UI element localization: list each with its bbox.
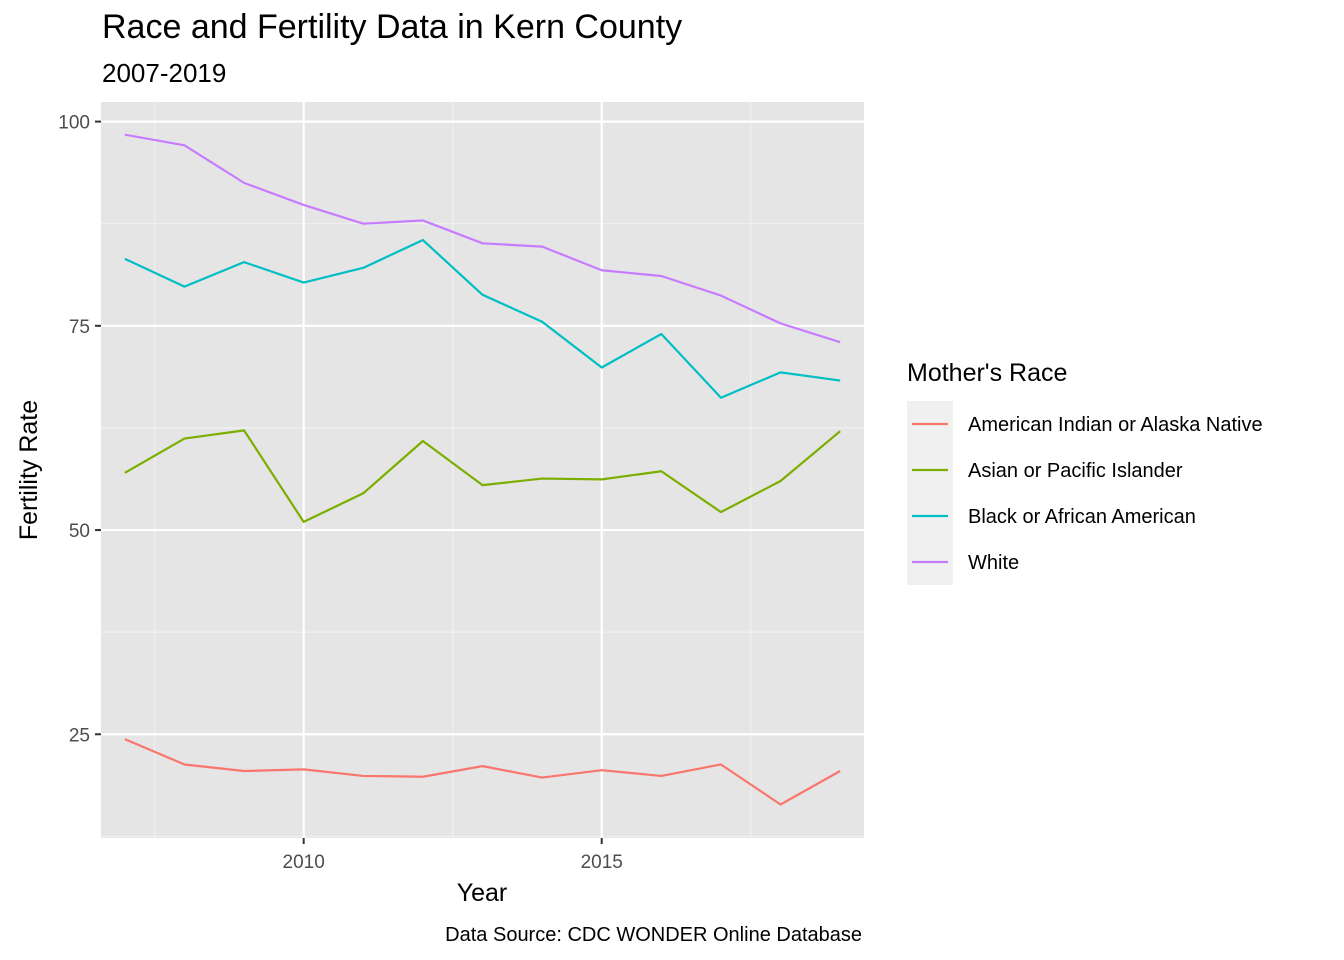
legend-label: Asian or Pacific Islander: [968, 460, 1183, 482]
series-line-asian-or-pacific-islander: [124, 429, 841, 523]
plot-panel: [101, 102, 864, 838]
legend-label: White: [968, 552, 1019, 574]
series-line-white: [124, 133, 841, 344]
series-lines: [124, 133, 841, 806]
x-axis: 2010 2015: [283, 838, 623, 873]
y-axis: 25 50 75 100: [58, 113, 101, 746]
legend-items: American Indian or Alaska Native Asian or…: [912, 414, 1263, 574]
major-gridlines: [101, 102, 864, 838]
legend-title: Mother's Race: [907, 359, 1067, 387]
y-tick-label: 100: [58, 113, 90, 134]
x-tick-label: 2015: [581, 852, 623, 873]
y-tick-label: 75: [69, 317, 90, 338]
legend: Mother's Race American Indian or Alaska …: [907, 359, 1263, 585]
series-line-black-or-african-american: [124, 238, 841, 399]
x-axis-title: Year: [457, 879, 508, 907]
chart-subtitle: 2007-2019: [102, 58, 227, 88]
legend-label: American Indian or Alaska Native: [968, 414, 1263, 436]
legend-key-background: [907, 401, 953, 585]
x-tick-label: 2010: [283, 852, 325, 873]
legend-label: Black or African American: [968, 506, 1196, 528]
chart-caption: Data Source: CDC WONDER Online Database: [445, 924, 862, 946]
y-axis-title: Fertility Rate: [15, 400, 43, 540]
y-tick-label: 25: [69, 725, 90, 746]
series-line-american-indian-or-alaska-native: [124, 738, 841, 806]
y-tick-label: 50: [69, 521, 90, 542]
minor-gridlines: [101, 102, 864, 838]
chart-title: Race and Fertility Data in Kern County: [102, 8, 683, 46]
